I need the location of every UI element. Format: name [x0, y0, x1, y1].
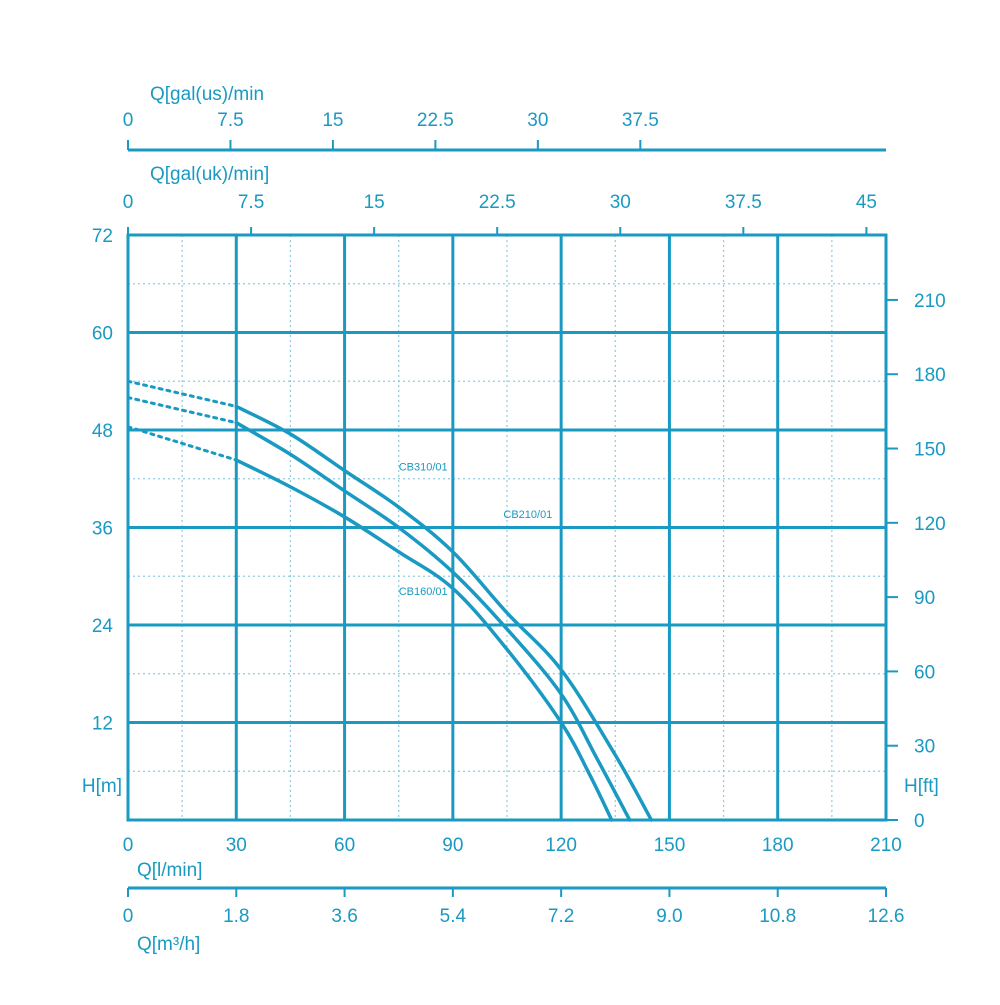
curve-dotted-cb160-01: [126, 425, 238, 462]
curve-label-cb310-01: CB310/01: [399, 462, 448, 474]
tick-label-h-m: 60: [92, 324, 113, 345]
axis-title-gal-uk: Q[gal(uk)/min]: [150, 164, 269, 185]
curve-label-cb210-01: CB210/01: [503, 509, 552, 521]
tick-label-gal-uk: 45: [856, 192, 877, 213]
tick-label-gal-uk: 22.5: [479, 192, 516, 213]
tick-label-h-m: 72: [92, 226, 113, 247]
tick-label-m3-h: 0: [123, 906, 134, 927]
tick-label-h-m: 48: [92, 421, 113, 442]
axis-title-h-m: H[m]: [82, 776, 122, 797]
tick-label-h-ft: 210: [914, 291, 946, 312]
tick-label-h-ft: 150: [914, 440, 946, 461]
tick-label-h-m: 36: [92, 519, 113, 540]
tick-label-gal-us: 30: [527, 110, 548, 131]
tick-label-l-min: 180: [762, 835, 794, 856]
tick-label-l-min: 120: [545, 835, 577, 856]
tick-label-gal-us: 7.5: [217, 110, 243, 131]
tick-label-gal-uk: 30: [610, 192, 631, 213]
label-layer: CB310/01 CB210/01 CB160/01: [399, 462, 553, 598]
tick-label-l-min: 150: [654, 835, 686, 856]
tick-label-h-ft: 90: [914, 588, 935, 609]
plot-frame: [126, 233, 888, 822]
curve-cb310-01: [234, 404, 654, 822]
tick-label-h-ft: 60: [914, 662, 935, 683]
tick-label-h-ft: 30: [914, 737, 935, 758]
tick-label-l-min: 210: [870, 835, 902, 856]
tick-label-h-m: 24: [92, 616, 114, 637]
tick-label-l-min: 60: [334, 835, 355, 856]
tick-label-l-min: 90: [442, 835, 463, 856]
tick-label-gal-uk: 15: [364, 192, 385, 213]
curve-dotted-cb310-01: [126, 379, 238, 408]
axis-title-l-min: Q[l/min]: [137, 860, 202, 881]
tick-label-m3-h: 5.4: [440, 906, 467, 927]
curve-layer: [126, 379, 654, 822]
tick-label-gal-us: 22.5: [417, 110, 454, 131]
curve-dotted-cb210-01: [126, 396, 238, 425]
axes-layer: 726048362412H[m]2101801501209060300H[ft]…: [82, 84, 946, 955]
tick-label-m3-h: 10.8: [759, 906, 796, 927]
tick-label-m3-h: 9.0: [656, 906, 682, 927]
tick-label-gal-uk: 37.5: [725, 192, 762, 213]
tick-label-m3-h: 7.2: [548, 906, 574, 927]
tick-label-h-ft: 120: [914, 514, 946, 535]
tick-label-m3-h: 3.6: [331, 906, 357, 927]
tick-label-m3-h: 12.6: [868, 906, 905, 927]
tick-label-m3-h: 1.8: [223, 906, 249, 927]
tick-label-h-ft: 0: [914, 811, 925, 832]
tick-label-l-min: 30: [226, 835, 247, 856]
axis-title-h-ft: H[ft]: [904, 776, 939, 797]
axis-title-m3-h: Q[m³/h]: [137, 934, 200, 955]
curve-cb160-01: [234, 458, 614, 822]
axis-title-gal-us: Q[gal(us)/min: [150, 84, 264, 105]
tick-label-gal-us: 15: [322, 110, 343, 131]
tick-label-gal-us: 37.5: [622, 110, 659, 131]
tick-label-l-min: 0: [123, 835, 134, 856]
tick-label-h-ft: 180: [914, 365, 946, 386]
curve-cb210-01: [234, 420, 632, 822]
tick-label-gal-us: 0: [123, 110, 134, 131]
curve-label-cb160-01: CB160/01: [399, 586, 448, 598]
grid-layer: [126, 233, 888, 822]
tick-label-h-m: 12: [92, 714, 113, 735]
tick-label-gal-uk: 0: [123, 192, 134, 213]
tick-label-gal-uk: 7.5: [238, 192, 264, 213]
